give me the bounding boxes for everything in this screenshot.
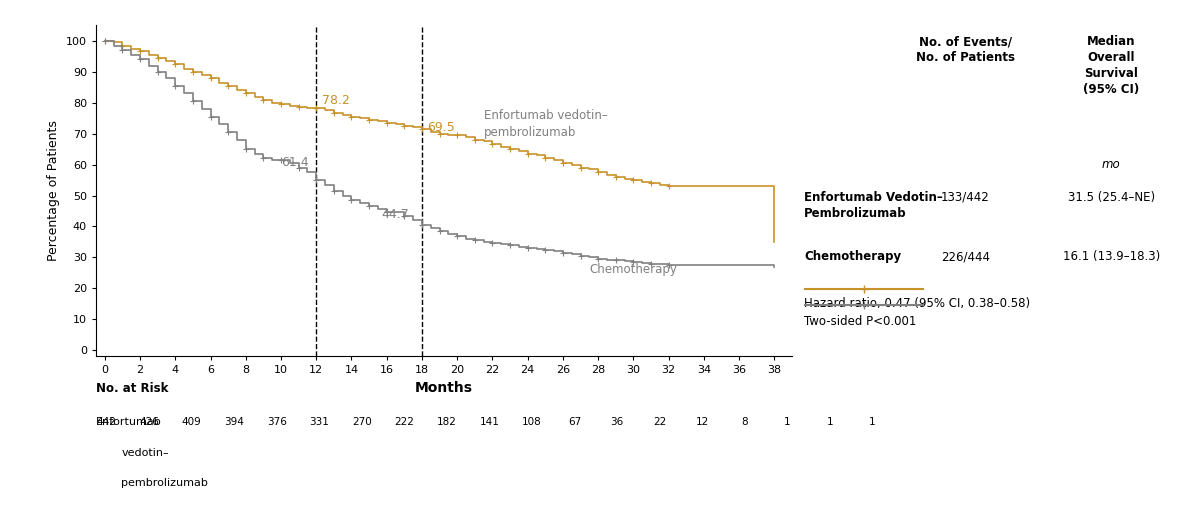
Text: 8: 8 (742, 417, 748, 428)
Text: Enfortumab Vedotin–
Pembrolizumab: Enfortumab Vedotin– Pembrolizumab (804, 191, 943, 220)
Text: Chemotherapy: Chemotherapy (589, 263, 677, 276)
Text: 78.2: 78.2 (322, 94, 349, 107)
Text: 226/444: 226/444 (941, 250, 990, 264)
Text: No. at Risk: No. at Risk (96, 382, 168, 395)
Text: 1: 1 (784, 417, 791, 428)
Text: 141: 141 (480, 417, 499, 428)
Text: 394: 394 (224, 417, 244, 428)
Text: Hazard ratio, 0.47 (95% CI, 0.38–0.58)
Two-sided P<0.001: Hazard ratio, 0.47 (95% CI, 0.38–0.58) T… (804, 297, 1030, 328)
Text: vedotin–: vedotin– (121, 448, 169, 458)
Text: mo: mo (1102, 158, 1121, 171)
Text: 69.5: 69.5 (427, 121, 455, 134)
Text: 12: 12 (696, 417, 709, 428)
Text: 1: 1 (827, 417, 833, 428)
Text: No. of Events/
No. of Patients: No. of Events/ No. of Patients (916, 36, 1015, 64)
Text: Enfortumab vedotin–
pembrolizumab: Enfortumab vedotin– pembrolizumab (484, 109, 607, 139)
Text: 133/442: 133/442 (941, 191, 990, 204)
Text: 222: 222 (395, 417, 414, 428)
Text: 22: 22 (653, 417, 666, 428)
Text: 44.7: 44.7 (382, 208, 409, 221)
Text: Median
Overall
Survival
(95% CI): Median Overall Survival (95% CI) (1084, 36, 1139, 96)
Text: 182: 182 (437, 417, 457, 428)
Text: Enfortumab: Enfortumab (96, 417, 162, 428)
Y-axis label: Percentage of Patients: Percentage of Patients (48, 121, 60, 261)
Text: 31.5 (25.4–NE): 31.5 (25.4–NE) (1068, 191, 1154, 204)
Text: 331: 331 (310, 417, 329, 428)
Text: 67: 67 (568, 417, 581, 428)
Text: 1: 1 (869, 417, 876, 428)
Text: pembrolizumab: pembrolizumab (121, 478, 208, 489)
Text: 61.4: 61.4 (281, 156, 308, 169)
Text: 426: 426 (139, 417, 160, 428)
Text: Chemotherapy: Chemotherapy (804, 250, 901, 264)
Text: 376: 376 (266, 417, 287, 428)
Text: 16.1 (13.9–18.3): 16.1 (13.9–18.3) (1062, 250, 1160, 264)
Text: 108: 108 (522, 417, 542, 428)
Text: 36: 36 (611, 417, 624, 428)
Text: 409: 409 (182, 417, 202, 428)
Text: 270: 270 (352, 417, 372, 428)
Text: 442: 442 (97, 417, 116, 428)
X-axis label: Months: Months (415, 381, 473, 395)
